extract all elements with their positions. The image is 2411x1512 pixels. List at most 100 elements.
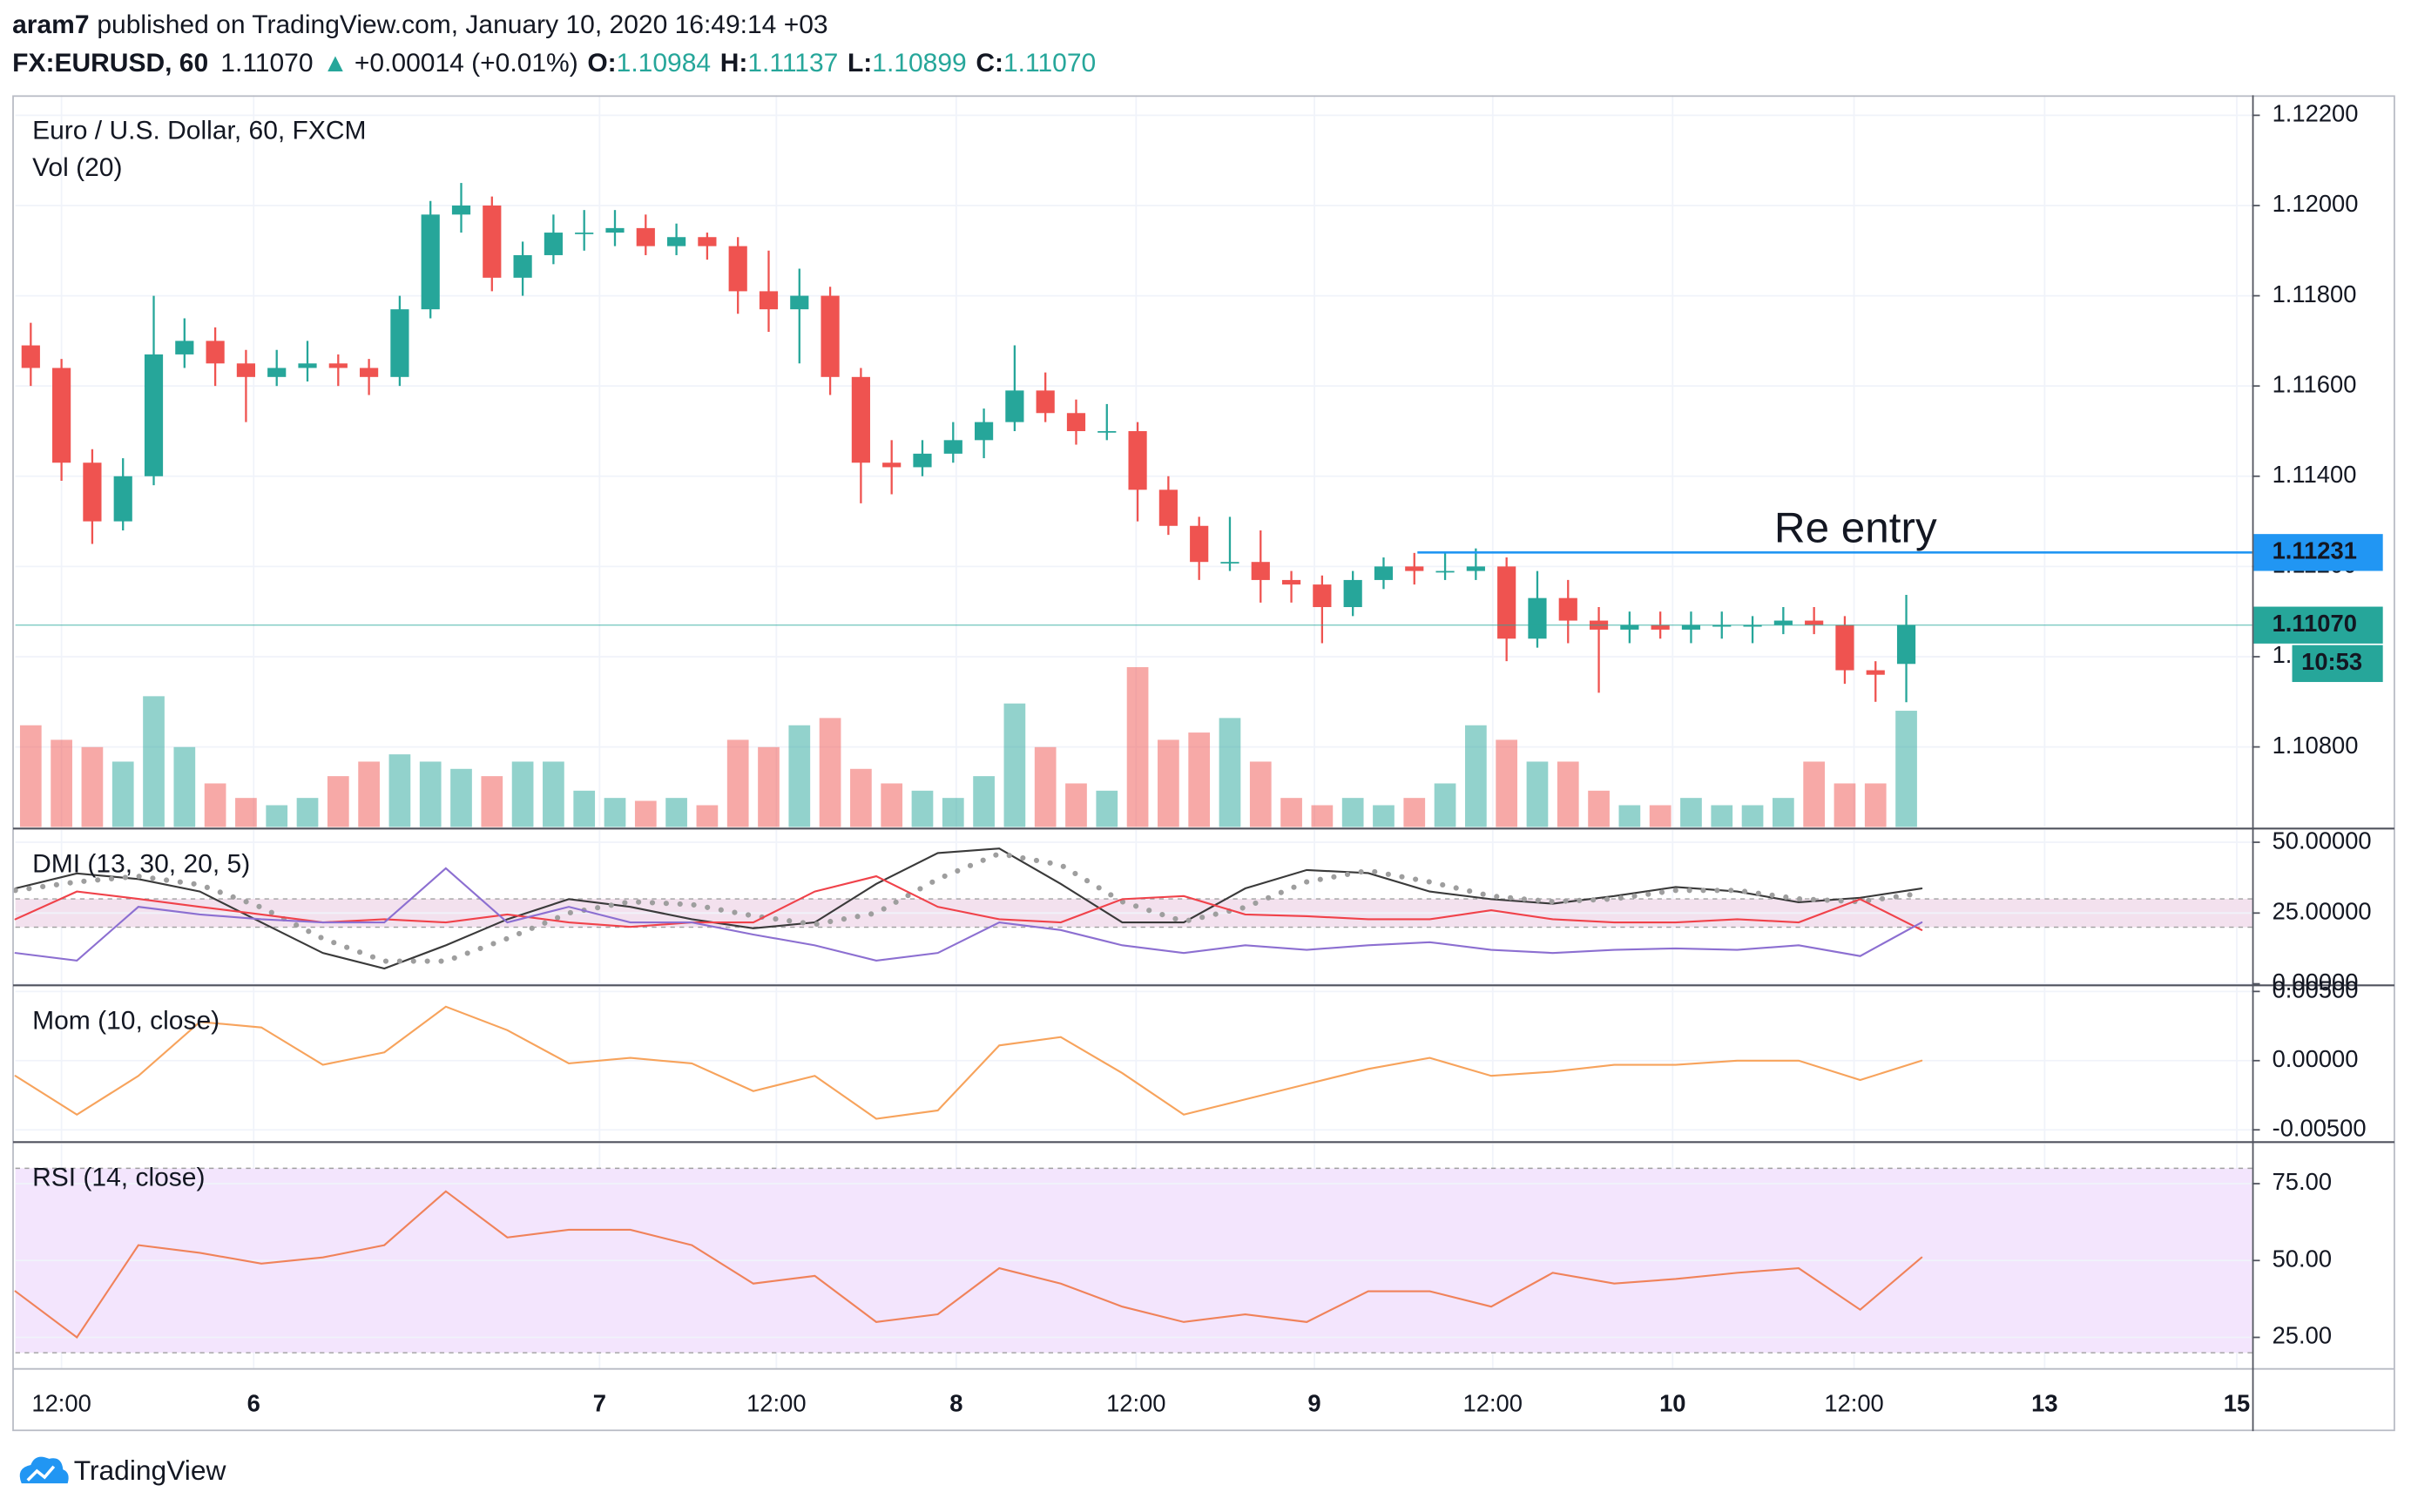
candle-body [421, 214, 440, 310]
candle-body [1190, 525, 1209, 563]
volume-bar [850, 768, 872, 827]
x-tick-label: 10 [1659, 1389, 1685, 1416]
volume-bar [173, 746, 196, 827]
volume-bar [1003, 703, 1026, 827]
volume-bar [358, 761, 380, 827]
candle-body [298, 363, 317, 368]
y-tick-label: 1.10800 [2273, 732, 2359, 759]
volume-bar [1618, 805, 1641, 827]
candle-body [1343, 579, 1362, 608]
x-tick-label: 12:00 [1824, 1389, 1883, 1416]
volume-bar [1588, 790, 1610, 827]
volume-bar [942, 798, 964, 827]
y-tick-label: 25.00 [2273, 1322, 2332, 1349]
candle-body [113, 476, 132, 522]
volume-bar [1373, 805, 1395, 827]
candle-body [882, 462, 902, 468]
x-tick-label: 7 [593, 1389, 606, 1416]
candle-body [1681, 624, 1701, 630]
candle-body [1005, 390, 1024, 422]
volume-bar [235, 798, 257, 827]
volume-bar [1434, 783, 1456, 827]
indicator-line [14, 847, 1923, 970]
last: 1.11070 [220, 49, 313, 78]
volume-bar [1341, 798, 1364, 827]
volume-bar [1249, 761, 1272, 827]
x-tick-label: 15 [2224, 1389, 2250, 1416]
volume-bar [911, 790, 934, 827]
candle-body [1066, 413, 1086, 431]
candle-body [1158, 489, 1178, 526]
candle-body [667, 237, 686, 246]
y-tick-label: 50.00 [2273, 1245, 2332, 1272]
volume-bar [1773, 798, 1794, 827]
volume-bar [1803, 761, 1826, 827]
countdown-box [2292, 645, 2383, 683]
ohlc-value: 1.10984 [617, 49, 711, 78]
candle-body [1497, 566, 1516, 639]
annotation-label: 1.11231 [2273, 537, 2357, 564]
volume-bar [634, 800, 657, 827]
volume-bar [1649, 805, 1671, 827]
candle-body [1805, 620, 1824, 625]
volume-bar [1065, 783, 1087, 827]
volume-bar [758, 746, 780, 827]
candle-body [605, 227, 625, 233]
candle-body [544, 233, 563, 255]
frame [12, 95, 2395, 1432]
volume-bar [973, 776, 995, 827]
x-tick-label: 12:00 [746, 1389, 806, 1416]
volume-bar [573, 790, 596, 827]
candle-body [513, 254, 532, 278]
volume-bar [1188, 732, 1211, 827]
candle-body [52, 368, 71, 463]
volume-bar [1834, 783, 1856, 827]
volume-bar [296, 798, 319, 827]
y-tick-label: 75.00 [2273, 1168, 2332, 1195]
change: +0.00014 (+0.01%) [355, 49, 578, 78]
volume-bar [1158, 739, 1179, 827]
volume-bar [511, 761, 534, 827]
symbol: FX:EURUSD, 60 [12, 49, 208, 78]
indicator-line [14, 867, 1923, 962]
annotation-text: Re entry [1774, 504, 1937, 552]
candle-body [759, 291, 779, 310]
x-tick-label: 6 [247, 1389, 260, 1416]
overlay-layer: Euro / U.S. Dollar, 60, FXCM Vol (20) 1.11… [32, 117, 2383, 1192]
y-tick-label: 1.12200 [2273, 100, 2359, 127]
y-tick-label: 50.00000 [2273, 827, 2372, 854]
candle-body [1281, 579, 1301, 585]
volume-bar [388, 754, 411, 827]
candle-body [21, 345, 40, 368]
candle-body [851, 376, 870, 463]
x-tick-label: 12:00 [31, 1389, 91, 1416]
last-price-label: 1.11070 [2273, 610, 2357, 637]
candle-body [1097, 430, 1117, 433]
volume-bar [788, 725, 811, 827]
candle-body [1251, 562, 1270, 580]
x-tick-label: 9 [1307, 1389, 1320, 1416]
y-tick-label: 0.00000 [2273, 1045, 2359, 1072]
candle-body [1773, 620, 1793, 625]
y-tick-label: 1.11600 [2273, 370, 2357, 397]
volume-bar [543, 761, 564, 827]
volume-bar [696, 805, 719, 827]
author-line: aram7 published on TradingView.com, Janua… [12, 10, 827, 39]
legend-entry: Vol (20) [32, 153, 122, 182]
candle-body [790, 295, 809, 310]
candle-body [1896, 624, 1916, 665]
candle-body [1128, 430, 1147, 490]
x-tick-label: 12:00 [1463, 1389, 1523, 1416]
volume-bar [81, 746, 104, 827]
indicator-line [12, 850, 1925, 964]
candle-body [1220, 562, 1239, 564]
ohlc-label: O: [587, 49, 616, 78]
ohlc-label: C: [976, 49, 1003, 78]
volume-bar [819, 718, 841, 827]
pane-title: Euro / U.S. Dollar, 60, FXCM [32, 117, 366, 145]
symbol-line: FX:EURUSD, 60 1.11070 ▲ +0.00014 (+0.01%) O:… [12, 49, 1096, 78]
published: published on TradingView.com, January 10… [97, 10, 827, 39]
volume-bar [665, 798, 687, 827]
